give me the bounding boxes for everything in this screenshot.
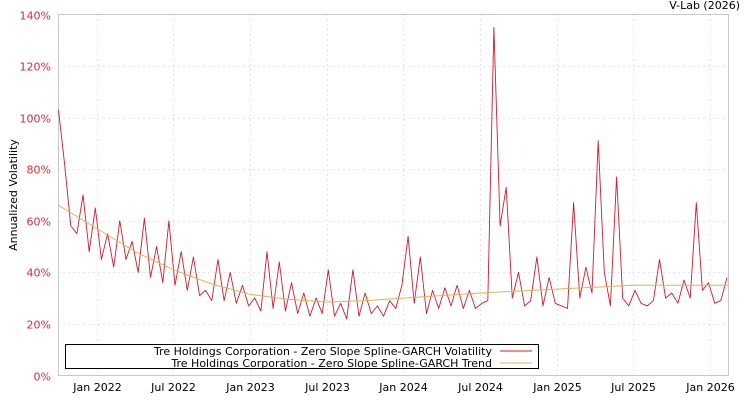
x-axis-ticks: Jan 2022 Jul 2022 Jan 2023 Jul 2023 Jan 2024… bbox=[72, 381, 734, 394]
legend: Tre Holdings Corporation - Zero Slope Sp… bbox=[65, 344, 539, 370]
y-axis-title: Annualized Volatility bbox=[7, 139, 20, 251]
x-tick-label: Jan 2022 bbox=[72, 381, 121, 394]
y-tick-label: 140% bbox=[20, 10, 51, 23]
series-lines bbox=[58, 26, 729, 320]
x-tick-label: Jul 2022 bbox=[150, 381, 196, 394]
x-tick-label: Jan 2025 bbox=[532, 381, 581, 394]
y-tick-label: 120% bbox=[20, 61, 51, 74]
y-tick-label: 20% bbox=[27, 319, 51, 332]
y-tick-label: 80% bbox=[27, 164, 51, 177]
trend-line bbox=[58, 204, 729, 303]
plot-frame bbox=[58, 14, 729, 376]
x-tick-label: Jan 2024 bbox=[378, 381, 427, 394]
y-tick-label: 0% bbox=[34, 371, 51, 384]
x-tick-label: Jul 2023 bbox=[304, 381, 350, 394]
legend-box bbox=[65, 344, 539, 369]
x-tick-label: Jan 2023 bbox=[225, 381, 274, 394]
x-tick-label: Jul 2025 bbox=[610, 381, 656, 394]
y-tick-label: 40% bbox=[27, 267, 51, 280]
credit-label: V-Lab (2026) bbox=[669, 0, 740, 12]
y-tick-label: 60% bbox=[27, 216, 51, 229]
y-axis-ticks: 0% 20% 40% 60% 80% 100% 120% 140% bbox=[20, 10, 51, 384]
x-tick-label: Jul 2024 bbox=[457, 381, 503, 394]
grid-lines bbox=[58, 14, 729, 376]
y-tick-label: 100% bbox=[20, 113, 51, 126]
x-tick-label: Jan 2026 bbox=[685, 381, 734, 394]
legend-label-volatility: Tre Holdings Corporation - Zero Slope Sp… bbox=[153, 345, 492, 358]
legend-label-trend: Tre Holdings Corporation - Zero Slope Sp… bbox=[170, 357, 492, 370]
volatility-line bbox=[58, 26, 728, 320]
